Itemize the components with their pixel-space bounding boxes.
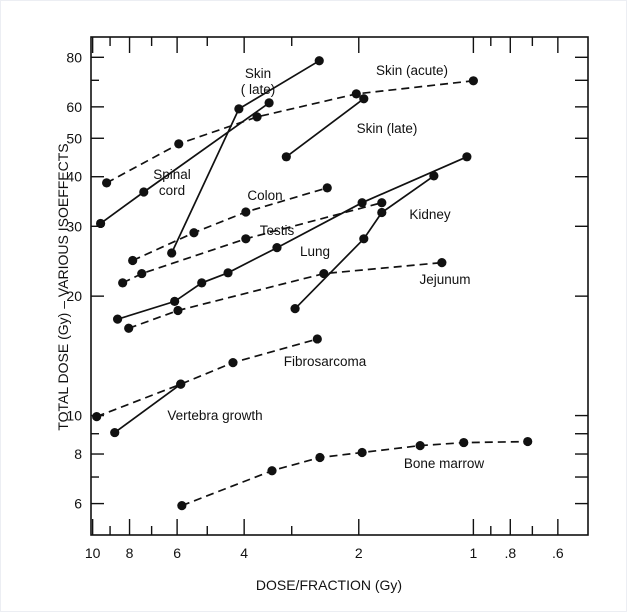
plot-frame bbox=[90, 36, 589, 536]
data-point bbox=[359, 94, 369, 104]
y-tick-label: 60 bbox=[66, 99, 82, 115]
series-line-colon bbox=[132, 186, 328, 262]
data-point bbox=[92, 412, 102, 422]
series-line-jejunum bbox=[128, 261, 442, 330]
data-point bbox=[267, 466, 277, 476]
data-point bbox=[272, 243, 282, 253]
data-point bbox=[468, 76, 478, 86]
data-point bbox=[322, 183, 332, 193]
data-point bbox=[96, 218, 106, 229]
data-point bbox=[359, 234, 369, 244]
series-line-spinal-cord bbox=[100, 102, 270, 225]
data-point bbox=[281, 152, 291, 162]
x-tick-label: 4 bbox=[240, 545, 248, 561]
data-point bbox=[314, 56, 324, 66]
series-label: Colon bbox=[247, 188, 282, 203]
data-point bbox=[128, 255, 138, 266]
data-point bbox=[234, 104, 244, 114]
data-point bbox=[174, 139, 184, 149]
data-point bbox=[197, 278, 207, 288]
series-label: Skin (late) bbox=[357, 121, 418, 136]
series-line-vertebra-growth bbox=[114, 383, 182, 434]
data-point bbox=[252, 112, 262, 122]
x-tick-label: 1 bbox=[469, 545, 477, 561]
data-point bbox=[173, 305, 183, 316]
series-label: Fibrosarcoma bbox=[284, 354, 367, 369]
data-point bbox=[139, 187, 149, 197]
series-label: Skin bbox=[245, 66, 271, 81]
data-point bbox=[415, 441, 425, 451]
series-label: Lung bbox=[300, 244, 330, 259]
data-point bbox=[264, 98, 274, 108]
data-point bbox=[112, 314, 123, 324]
series-line-fibrosarcoma bbox=[96, 338, 318, 418]
data-point bbox=[357, 447, 367, 458]
series-label: Skin (acute) bbox=[376, 63, 448, 78]
y-tick-label: 20 bbox=[66, 288, 82, 304]
series-line-skin-acute- bbox=[106, 79, 474, 184]
x-axis-title: DOSE/FRACTION (Gy) bbox=[256, 577, 402, 593]
data-point bbox=[241, 234, 251, 244]
x-tick-label: 6 bbox=[173, 545, 181, 561]
y-tick-label: 30 bbox=[66, 218, 82, 234]
data-point bbox=[357, 198, 367, 208]
data-point bbox=[110, 427, 120, 438]
data-point bbox=[377, 198, 387, 208]
data-point bbox=[118, 278, 128, 288]
data-point bbox=[102, 178, 112, 188]
data-point bbox=[189, 228, 199, 238]
data-point bbox=[223, 268, 233, 278]
data-point bbox=[459, 437, 469, 448]
data-point bbox=[315, 452, 325, 463]
y-tick-label: 10 bbox=[66, 408, 82, 424]
y-axis-title: TOTAL DOSE (Gy) – VARIOUS ISOEFFECTS bbox=[55, 143, 71, 430]
data-point bbox=[351, 89, 361, 99]
series-label: Jejunum bbox=[419, 272, 470, 287]
series-label: Kidney bbox=[409, 207, 451, 222]
y-tick-label: 40 bbox=[66, 169, 82, 185]
series-label: ( late) bbox=[241, 82, 276, 97]
series-line-skin-late-2 bbox=[285, 98, 365, 158]
x-tick-label: 10 bbox=[85, 545, 101, 561]
data-point bbox=[167, 248, 177, 258]
data-point bbox=[241, 207, 251, 217]
data-point bbox=[523, 436, 533, 447]
y-tick-label: 8 bbox=[74, 446, 82, 462]
series-label: cord bbox=[159, 183, 185, 198]
data-point bbox=[312, 334, 322, 344]
data-point bbox=[177, 501, 187, 511]
data-point bbox=[137, 268, 147, 279]
data-point bbox=[377, 207, 387, 218]
series-line-testis bbox=[122, 201, 383, 284]
series-label: Vertebra growth bbox=[167, 408, 262, 423]
data-point bbox=[290, 304, 300, 314]
data-point bbox=[228, 357, 238, 368]
series-label: Bone marrow bbox=[404, 456, 485, 471]
y-tick-label: 50 bbox=[66, 130, 82, 146]
data-point bbox=[429, 171, 439, 181]
x-tick-label: 8 bbox=[126, 545, 134, 561]
x-tick-label: .8 bbox=[504, 545, 516, 561]
data-point bbox=[437, 257, 447, 268]
data-point bbox=[462, 152, 472, 162]
series-label: Testis bbox=[260, 223, 295, 238]
y-tick-label: 6 bbox=[74, 496, 82, 512]
x-tick-label: .6 bbox=[552, 545, 564, 561]
series-label: Spinal bbox=[153, 167, 191, 182]
y-tick-label: 80 bbox=[66, 49, 82, 65]
x-tick-label: 2 bbox=[355, 545, 363, 561]
chart-marks: 10 8 6 4 2 1 .8 .6 80 60 50 40 30 20 10 8 6 Skin( late) Sp… bbox=[66, 36, 589, 561]
data-point bbox=[176, 379, 186, 389]
data-point bbox=[124, 323, 134, 333]
series-line-bone-marrow bbox=[181, 440, 528, 507]
data-point bbox=[170, 296, 180, 306]
data-point bbox=[319, 268, 329, 279]
